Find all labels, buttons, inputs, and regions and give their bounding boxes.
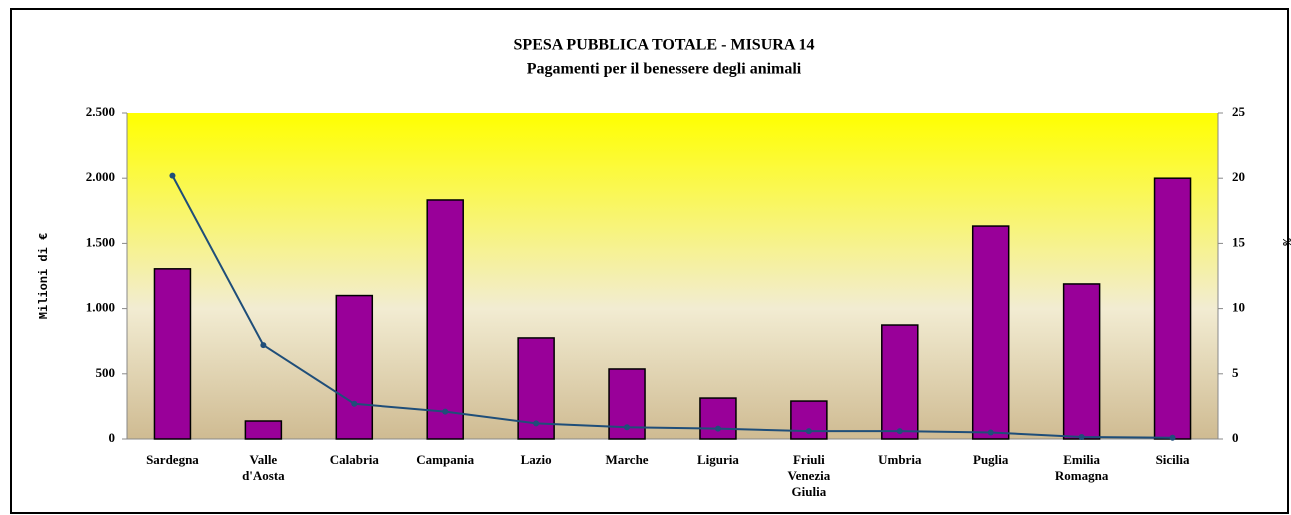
y-tick-label: 2.500 (86, 104, 115, 119)
bar (699, 397, 737, 440)
x-tick-label: Puglia (973, 452, 1009, 467)
x-tick-label: Campania (416, 452, 474, 467)
plot-area (127, 113, 1218, 439)
x-tick-label: Valle d'Aosta (242, 452, 285, 483)
y-tick-label: 500 (96, 365, 116, 380)
point (805, 428, 812, 435)
x-tick-label: Calabria (330, 452, 380, 467)
bar (1153, 177, 1192, 440)
point (442, 408, 449, 415)
point (624, 424, 631, 431)
x-tick-label: Friuli Venezia Giulia (787, 452, 830, 499)
bar (153, 268, 192, 440)
y-axis-label: Milioni di € (37, 233, 51, 319)
x-tick-label: Sicilia (1156, 452, 1190, 467)
y2-tick-label: 20 (1232, 169, 1245, 184)
y-tick-label: 1.500 (86, 234, 115, 249)
y-tick-label: 1.000 (86, 300, 115, 315)
x-tick-label: Sardegna (146, 452, 199, 467)
y2-tick-label: 15 (1232, 234, 1246, 249)
point (896, 428, 903, 435)
x-tick-label: Emilia Romagna (1055, 452, 1109, 483)
bar (1062, 283, 1101, 440)
y2-axis-label: % (1281, 238, 1291, 246)
y-tick-label: 0 (109, 430, 116, 445)
point (260, 342, 267, 349)
bar (426, 199, 464, 440)
x-tick-label: Liguria (697, 452, 739, 467)
y2-tick-label: 5 (1232, 365, 1239, 380)
chart-subtitle: Pagamenti per il benessere degli animali (527, 61, 802, 78)
point (1078, 434, 1085, 441)
point (987, 429, 994, 436)
bar (335, 294, 374, 440)
bar (881, 324, 919, 440)
x-tick-label: Umbria (878, 452, 922, 467)
point (169, 172, 176, 179)
bar (244, 420, 283, 440)
y2-tick-label: 25 (1232, 104, 1246, 119)
y2-tick-label: 10 (1232, 300, 1245, 315)
point (351, 400, 358, 407)
line (171, 175, 1173, 439)
x-tick-label: Lazio (521, 452, 552, 467)
x-tick-label: Marche (606, 452, 649, 467)
point (714, 425, 721, 432)
point (533, 420, 540, 427)
point (1169, 434, 1176, 441)
y-tick-label: 2.000 (86, 169, 115, 184)
y2-tick-label: 0 (1232, 430, 1239, 445)
bar (971, 225, 1010, 440)
chart-title: SPESA PUBBLICA TOTALE - MISURA 14 (514, 37, 815, 54)
